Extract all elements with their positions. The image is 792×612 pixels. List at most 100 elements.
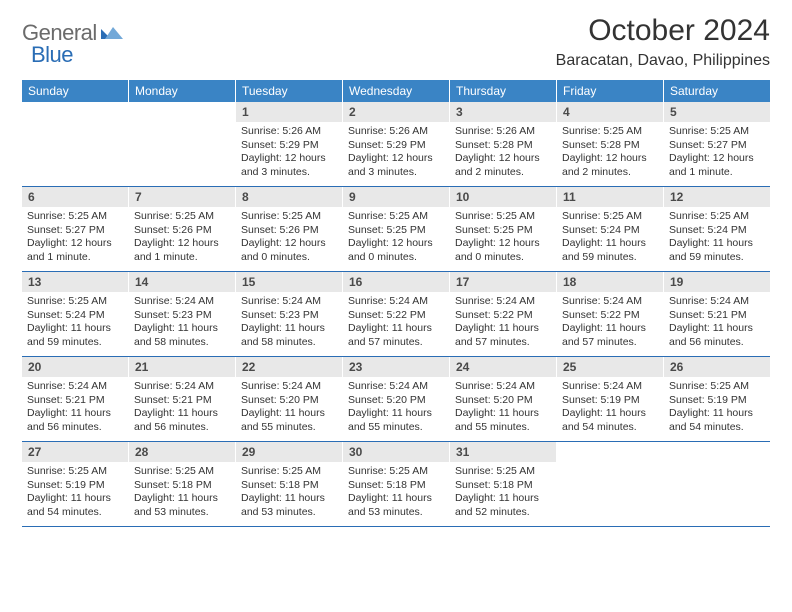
day-cell-empty bbox=[664, 442, 770, 526]
daylight-text: Daylight: 11 hours and 55 minutes. bbox=[455, 407, 551, 434]
weeks-container: 1Sunrise: 5:26 AMSunset: 5:29 PMDaylight… bbox=[22, 102, 770, 527]
day-cell-8: 8Sunrise: 5:25 AMSunset: 5:26 PMDaylight… bbox=[236, 187, 343, 271]
sunrise-text: Sunrise: 5:25 AM bbox=[348, 465, 444, 479]
day-cell-20: 20Sunrise: 5:24 AMSunset: 5:21 PMDayligh… bbox=[22, 357, 129, 441]
daylight-text: Daylight: 11 hours and 59 minutes. bbox=[562, 237, 658, 264]
daylight-text: Daylight: 12 hours and 1 minute. bbox=[27, 237, 123, 264]
dow-header-monday: Monday bbox=[129, 80, 236, 102]
week-row: 6Sunrise: 5:25 AMSunset: 5:27 PMDaylight… bbox=[22, 187, 770, 272]
daylight-text: Daylight: 12 hours and 1 minute. bbox=[134, 237, 230, 264]
day-number: 6 bbox=[22, 187, 128, 207]
day-cell-empty bbox=[22, 102, 129, 186]
sunrise-text: Sunrise: 5:25 AM bbox=[455, 210, 551, 224]
sunrise-text: Sunrise: 5:25 AM bbox=[27, 210, 123, 224]
sunset-text: Sunset: 5:23 PM bbox=[134, 309, 230, 323]
day-number: 28 bbox=[129, 442, 235, 462]
daylight-text: Daylight: 11 hours and 53 minutes. bbox=[134, 492, 230, 519]
day-cell-11: 11Sunrise: 5:25 AMSunset: 5:24 PMDayligh… bbox=[557, 187, 664, 271]
dow-header-wednesday: Wednesday bbox=[343, 80, 450, 102]
sunrise-text: Sunrise: 5:24 AM bbox=[27, 380, 123, 394]
sunrise-text: Sunrise: 5:25 AM bbox=[669, 210, 765, 224]
day-cell-30: 30Sunrise: 5:25 AMSunset: 5:18 PMDayligh… bbox=[343, 442, 450, 526]
day-details: Sunrise: 5:26 AMSunset: 5:29 PMDaylight:… bbox=[236, 122, 342, 184]
sunset-text: Sunset: 5:24 PM bbox=[27, 309, 123, 323]
day-details: Sunrise: 5:24 AMSunset: 5:22 PMDaylight:… bbox=[557, 292, 663, 354]
sunrise-text: Sunrise: 5:24 AM bbox=[241, 295, 337, 309]
day-cell-22: 22Sunrise: 5:24 AMSunset: 5:20 PMDayligh… bbox=[236, 357, 343, 441]
day-number: 19 bbox=[664, 272, 770, 292]
day-number: 5 bbox=[664, 102, 770, 122]
day-number: 4 bbox=[557, 102, 663, 122]
day-cell-5: 5Sunrise: 5:25 AMSunset: 5:27 PMDaylight… bbox=[664, 102, 770, 186]
day-details: Sunrise: 5:25 AMSunset: 5:27 PMDaylight:… bbox=[22, 207, 128, 269]
sunset-text: Sunset: 5:27 PM bbox=[27, 224, 123, 238]
month-title: October 2024 bbox=[556, 14, 770, 48]
sunrise-text: Sunrise: 5:26 AM bbox=[455, 125, 551, 139]
sunset-text: Sunset: 5:24 PM bbox=[669, 224, 765, 238]
day-details: Sunrise: 5:25 AMSunset: 5:24 PMDaylight:… bbox=[557, 207, 663, 269]
day-cell-18: 18Sunrise: 5:24 AMSunset: 5:22 PMDayligh… bbox=[557, 272, 664, 356]
sunrise-text: Sunrise: 5:24 AM bbox=[562, 295, 658, 309]
day-details: Sunrise: 5:25 AMSunset: 5:26 PMDaylight:… bbox=[129, 207, 235, 269]
sunrise-text: Sunrise: 5:25 AM bbox=[27, 465, 123, 479]
day-details: Sunrise: 5:24 AMSunset: 5:23 PMDaylight:… bbox=[236, 292, 342, 354]
dow-header-saturday: Saturday bbox=[664, 80, 770, 102]
daylight-text: Daylight: 12 hours and 3 minutes. bbox=[241, 152, 337, 179]
sunrise-text: Sunrise: 5:24 AM bbox=[241, 380, 337, 394]
brand-mark-icon bbox=[101, 23, 123, 44]
day-cell-27: 27Sunrise: 5:25 AMSunset: 5:19 PMDayligh… bbox=[22, 442, 129, 526]
day-number: 14 bbox=[129, 272, 235, 292]
dow-header-sunday: Sunday bbox=[22, 80, 129, 102]
day-number: 23 bbox=[343, 357, 449, 377]
day-cell-2: 2Sunrise: 5:26 AMSunset: 5:29 PMDaylight… bbox=[343, 102, 450, 186]
day-number: 26 bbox=[664, 357, 770, 377]
day-details: Sunrise: 5:24 AMSunset: 5:21 PMDaylight:… bbox=[129, 377, 235, 439]
daylight-text: Daylight: 11 hours and 58 minutes. bbox=[134, 322, 230, 349]
daylight-text: Daylight: 11 hours and 55 minutes. bbox=[348, 407, 444, 434]
day-cell-23: 23Sunrise: 5:24 AMSunset: 5:20 PMDayligh… bbox=[343, 357, 450, 441]
day-details: Sunrise: 5:24 AMSunset: 5:22 PMDaylight:… bbox=[450, 292, 556, 354]
calendar-page: General October 2024 Baracatan, Davao, P… bbox=[0, 0, 792, 527]
sunset-text: Sunset: 5:19 PM bbox=[562, 394, 658, 408]
day-cell-31: 31Sunrise: 5:25 AMSunset: 5:18 PMDayligh… bbox=[450, 442, 557, 526]
day-number: 31 bbox=[450, 442, 556, 462]
day-details: Sunrise: 5:24 AMSunset: 5:22 PMDaylight:… bbox=[343, 292, 449, 354]
day-number: 30 bbox=[343, 442, 449, 462]
day-details: Sunrise: 5:25 AMSunset: 5:18 PMDaylight:… bbox=[450, 462, 556, 524]
sunrise-text: Sunrise: 5:24 AM bbox=[455, 380, 551, 394]
day-number: 9 bbox=[343, 187, 449, 207]
day-cell-21: 21Sunrise: 5:24 AMSunset: 5:21 PMDayligh… bbox=[129, 357, 236, 441]
day-number: 10 bbox=[450, 187, 556, 207]
day-cell-10: 10Sunrise: 5:25 AMSunset: 5:25 PMDayligh… bbox=[450, 187, 557, 271]
daylight-text: Daylight: 11 hours and 59 minutes. bbox=[669, 237, 765, 264]
day-number: 27 bbox=[22, 442, 128, 462]
sunrise-text: Sunrise: 5:24 AM bbox=[348, 295, 444, 309]
day-number: 2 bbox=[343, 102, 449, 122]
day-number: 13 bbox=[22, 272, 128, 292]
day-cell-empty bbox=[557, 442, 664, 526]
sunset-text: Sunset: 5:22 PM bbox=[348, 309, 444, 323]
day-number: 8 bbox=[236, 187, 342, 207]
sunset-text: Sunset: 5:20 PM bbox=[241, 394, 337, 408]
sunset-text: Sunset: 5:21 PM bbox=[669, 309, 765, 323]
day-details: Sunrise: 5:25 AMSunset: 5:19 PMDaylight:… bbox=[22, 462, 128, 524]
sunset-text: Sunset: 5:29 PM bbox=[348, 139, 444, 153]
sunset-text: Sunset: 5:18 PM bbox=[134, 479, 230, 493]
daylight-text: Daylight: 11 hours and 58 minutes. bbox=[241, 322, 337, 349]
day-cell-17: 17Sunrise: 5:24 AMSunset: 5:22 PMDayligh… bbox=[450, 272, 557, 356]
sunrise-text: Sunrise: 5:24 AM bbox=[134, 380, 230, 394]
sunrise-text: Sunrise: 5:25 AM bbox=[348, 210, 444, 224]
day-details: Sunrise: 5:25 AMSunset: 5:19 PMDaylight:… bbox=[664, 377, 770, 439]
week-row: 27Sunrise: 5:25 AMSunset: 5:19 PMDayligh… bbox=[22, 442, 770, 527]
sunset-text: Sunset: 5:20 PM bbox=[348, 394, 444, 408]
sunrise-text: Sunrise: 5:25 AM bbox=[241, 210, 337, 224]
sunset-text: Sunset: 5:18 PM bbox=[455, 479, 551, 493]
daylight-text: Daylight: 11 hours and 56 minutes. bbox=[669, 322, 765, 349]
day-cell-12: 12Sunrise: 5:25 AMSunset: 5:24 PMDayligh… bbox=[664, 187, 770, 271]
sunset-text: Sunset: 5:25 PM bbox=[455, 224, 551, 238]
sunset-text: Sunset: 5:23 PM bbox=[241, 309, 337, 323]
daylight-text: Daylight: 12 hours and 1 minute. bbox=[669, 152, 765, 179]
daylight-text: Daylight: 11 hours and 53 minutes. bbox=[348, 492, 444, 519]
day-cell-6: 6Sunrise: 5:25 AMSunset: 5:27 PMDaylight… bbox=[22, 187, 129, 271]
day-details: Sunrise: 5:25 AMSunset: 5:26 PMDaylight:… bbox=[236, 207, 342, 269]
